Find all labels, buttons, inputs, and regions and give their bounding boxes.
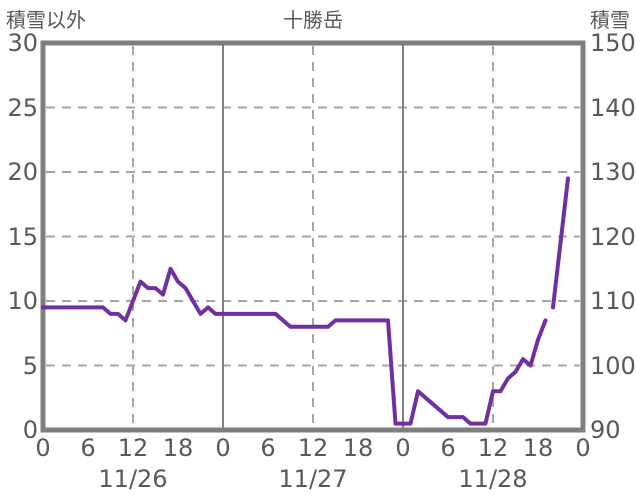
y-axis-tick-left: 20 <box>7 158 38 186</box>
x-axis-date-label: 11/27 <box>278 465 348 493</box>
x-axis-hour-tick: 0 <box>35 434 51 462</box>
y-axis-tick-right: 100 <box>590 351 636 380</box>
y-axis-tick-left: 0 <box>22 416 38 444</box>
x-axis-hour-tick: 18 <box>162 434 194 462</box>
left-axis-title: 積雪以外 <box>6 8 86 32</box>
x-axis-hour-tick: 0 <box>575 434 591 462</box>
x-axis-hour-tick: 18 <box>342 434 374 462</box>
x-axis-hour-tick: 12 <box>297 434 329 462</box>
y-axis-tick-right: 150 <box>590 29 636 57</box>
y-axis-tick-left: 10 <box>7 287 38 315</box>
series-line-積雪 <box>41 266 548 426</box>
y-axis-tick-left: 5 <box>22 351 38 380</box>
y-axis-tick-right: 120 <box>590 222 636 251</box>
x-axis-date-label: 11/26 <box>98 465 168 493</box>
y-axis-tick-right: 110 <box>590 287 636 315</box>
x-axis-hour-tick: 12 <box>117 434 149 462</box>
y-axis-tick-left: 30 <box>7 29 38 57</box>
x-axis-hour-tick: 6 <box>260 434 276 462</box>
plot-border <box>40 40 586 433</box>
x-axis-hour-tick: 6 <box>80 434 96 462</box>
right-axis-title: 積雪 <box>590 8 630 32</box>
y-axis-tick-right: 140 <box>590 93 636 122</box>
x-axis-hour-tick: 6 <box>440 434 456 462</box>
x-axis-date-label: 11/28 <box>458 465 528 493</box>
x-axis-hour-tick: 12 <box>477 434 509 462</box>
series-line-積雪 <box>551 176 570 310</box>
x-axis-hour-tick: 18 <box>522 434 554 462</box>
x-axis-hour-tick: 0 <box>215 434 231 462</box>
y-axis-tick-left: 25 <box>7 93 38 122</box>
y-axis-tick-right: 90 <box>590 416 621 444</box>
y-axis-tick-left: 15 <box>7 222 38 251</box>
y-axis-tick-right: 130 <box>590 158 636 186</box>
chart-title: 十勝岳 <box>283 8 343 32</box>
x-axis-hour-tick: 0 <box>395 434 411 462</box>
